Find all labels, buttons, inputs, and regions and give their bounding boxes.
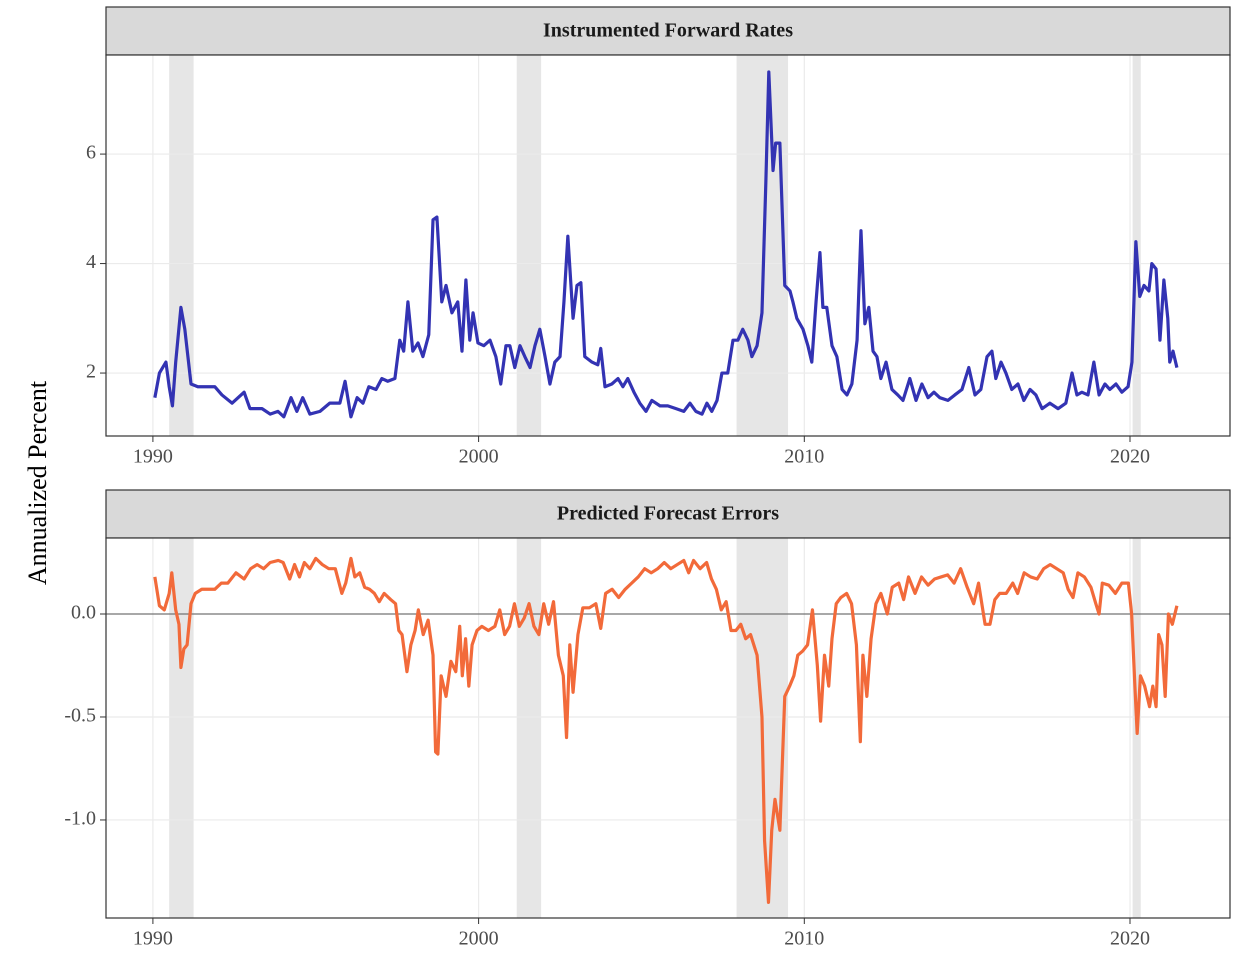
y-tick-label: 2	[86, 361, 96, 383]
x-tick-label: 2000	[459, 928, 499, 950]
strip	[105, 6, 1231, 56]
x-tick-label: 1990	[133, 928, 173, 950]
strip	[105, 489, 1231, 539]
y-tick-label: -1.0	[64, 808, 96, 830]
panel-title: Instrumented Forward Rates	[543, 20, 793, 42]
recession-band	[516, 55, 542, 436]
x-tick-label: 2020	[1110, 446, 1150, 468]
x-tick-label: 2010	[784, 928, 824, 950]
x-tick-label: 2020	[1110, 928, 1150, 950]
panel-bg	[106, 538, 1230, 918]
x-tick-label: 1990	[133, 446, 173, 468]
x-tick-label: 2010	[784, 446, 824, 468]
y-axis-label: Annualized Percent	[23, 380, 52, 585]
recession-band	[516, 538, 542, 918]
data-line	[153, 70, 1179, 419]
panel-bg	[106, 55, 1230, 436]
y-tick-label: 6	[86, 142, 96, 164]
y-tick-label: 0.0	[71, 602, 96, 624]
data-line	[153, 556, 1179, 904]
panel-title: Predicted Forecast Errors	[557, 503, 779, 525]
x-tick-label: 2000	[459, 446, 499, 468]
panel-border	[105, 54, 1231, 437]
y-tick-label: 4	[86, 251, 96, 273]
recession-band	[736, 55, 789, 436]
y-tick-label: -0.5	[64, 705, 96, 727]
panel-border	[105, 537, 1231, 919]
